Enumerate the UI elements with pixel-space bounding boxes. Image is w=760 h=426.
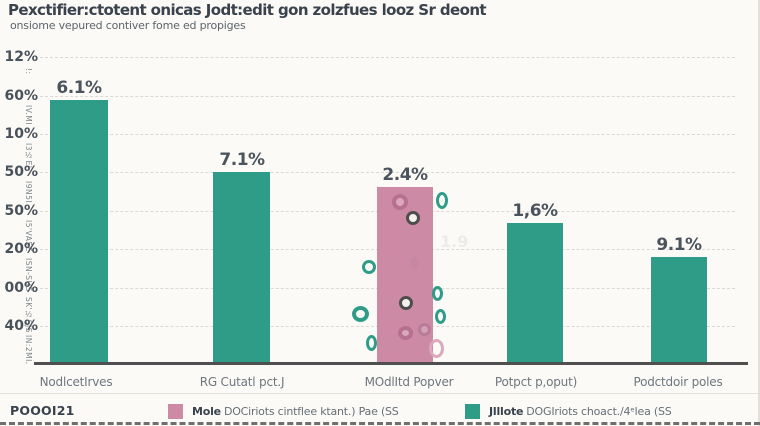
- legend-item-teal-desc: DOGIriots choact./4ᵉlea (SS: [526, 405, 672, 418]
- y-tick-label: 40%: [4, 318, 38, 334]
- bar-5: [651, 257, 707, 363]
- y-tick-label: 60%: [4, 88, 38, 104]
- y-tick-sub: I9N5I: [24, 181, 33, 204]
- y-tick-label: 50%: [4, 203, 38, 219]
- y-tick-label: 12%: [4, 49, 38, 65]
- y-tick-sub: I3½EI: [24, 143, 33, 169]
- chart-subtitle: onsiome vepured contiver fome ed propige…: [10, 19, 246, 32]
- y-tick-label: 00%: [4, 280, 38, 296]
- x-category-label: NodlcetIrves: [39, 375, 113, 389]
- bar-1: [50, 100, 108, 363]
- bar-value-label: 7.1%: [219, 150, 265, 170]
- legend-item-pink-desc: DOCiriots cintflee ktant.) Pae (SS: [223, 405, 399, 418]
- y-tick-label: 20%: [4, 241, 38, 257]
- bar-value-label: 9.1%: [656, 235, 702, 255]
- legend-item-teal: Jlllote DOGIriots choact./4ᵉlea (SS: [489, 405, 672, 418]
- x-category-label: RG Cutatl pct.J: [199, 375, 285, 389]
- y-tick-sub: !:: [24, 68, 33, 75]
- gridline: [40, 134, 735, 135]
- bar-value-label: 2.4%: [382, 165, 428, 185]
- footer-divider: [0, 393, 760, 394]
- legend-item-teal-key: Jlllote: [489, 405, 524, 418]
- source-label: POOOI21: [10, 403, 75, 418]
- x-category-label: Potpct p,oput): [494, 375, 578, 389]
- x-axis-line: [34, 362, 748, 365]
- gridline: [40, 96, 735, 97]
- legend-item-pink: Mole DOCiriots cintflee ktant.) Pae (SS: [192, 405, 399, 418]
- bar-value-label: 1,6%: [512, 201, 558, 221]
- x-category-label: MOdlItd Popver: [364, 375, 454, 389]
- y-tick-label: 10%: [4, 126, 38, 142]
- chart-title: Pexctifier:ctotent onicas Jodt:edit gon …: [8, 1, 487, 19]
- bar-3: [377, 187, 433, 363]
- bar-2: [213, 172, 270, 363]
- legend-swatch-pink: [168, 404, 183, 419]
- gridline: [40, 57, 735, 58]
- y-tick-sub: I5'VA5E: [24, 220, 33, 252]
- ghost-watermark-text: 1.9: [440, 232, 469, 251]
- image-bottom-border: [0, 422, 760, 425]
- y-tick-sub: IN:2MI.: [24, 335, 33, 365]
- y-tick-label: 50%: [4, 164, 38, 180]
- legend-item-pink-key: Mole: [192, 405, 221, 418]
- legend-swatch-teal: [465, 404, 480, 419]
- y-tick-sub: ISN-SUS: [24, 258, 33, 292]
- bar-4: [507, 223, 563, 363]
- y-tick-sub: SK'½SJS: [24, 297, 33, 333]
- bar-value-label: 6.1%: [56, 78, 102, 98]
- gridline: [40, 172, 735, 173]
- x-category-label: Podctdoir poles: [633, 375, 723, 389]
- y-tick-sub: IV.MI: [24, 105, 33, 125]
